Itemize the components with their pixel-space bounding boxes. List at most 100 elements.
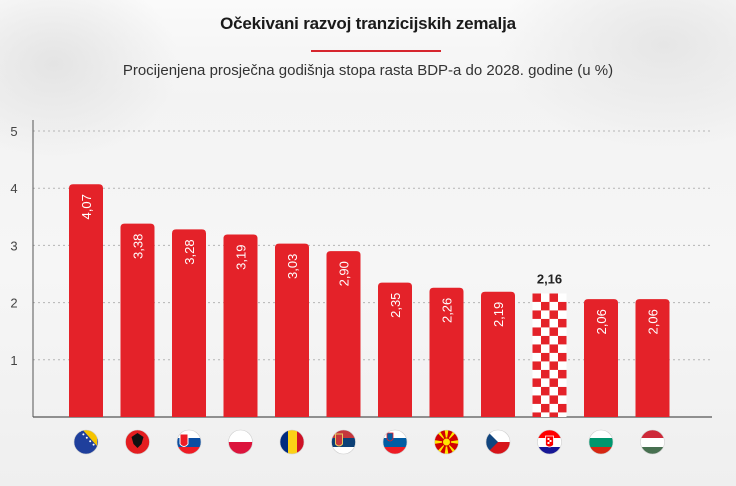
bar-value-label: 2,19: [491, 302, 506, 327]
checker-square: [541, 395, 550, 404]
flag-serbia-icon: [331, 429, 356, 455]
title-underline: [311, 50, 441, 52]
checker-square: [549, 352, 558, 362]
bar-value-label: 2,06: [646, 309, 661, 334]
checker-square: [532, 344, 541, 353]
bar: [223, 234, 258, 417]
bar: [635, 299, 670, 417]
checker-square: [549, 361, 558, 370]
bar: [172, 229, 206, 417]
checker-square: [532, 412, 541, 417]
checker-square: [532, 369, 541, 379]
flag-albania-icon: [125, 429, 150, 455]
bar-value-label: 2,16: [537, 271, 562, 286]
flag-croatia-icon: [537, 429, 562, 455]
checker-square: [541, 369, 550, 379]
bar: [378, 282, 412, 417]
bar-value-label: 2,06: [594, 309, 609, 334]
checker-square: [549, 310, 558, 319]
checker-square: [558, 352, 567, 362]
background-shade-right: [496, 0, 736, 150]
checker-square: [558, 395, 567, 404]
checker-square: [541, 344, 550, 353]
bar: [69, 184, 103, 417]
bar: [584, 299, 618, 417]
checker-square: [532, 310, 541, 319]
bar: [275, 243, 309, 417]
flag-czechia-icon: [485, 429, 511, 455]
checker-square: [532, 378, 541, 387]
y-tick-label: 1: [10, 353, 17, 368]
checker-square: [541, 378, 550, 387]
checker-square: [532, 352, 541, 362]
checker-square: [549, 344, 558, 353]
checker-square: [549, 386, 558, 396]
bar: [481, 291, 515, 417]
chart-title: Očekivani razvoj tranzicijskih zemalja: [220, 14, 516, 33]
bar-value-label: 4,07: [79, 194, 94, 219]
checker-square: [541, 293, 550, 302]
checker-square: [541, 318, 550, 328]
bar-value-label: 3,38: [131, 234, 146, 259]
checker-square: [558, 403, 567, 413]
bar-highlight: [532, 293, 567, 430]
checker-square: [558, 310, 567, 319]
checker-square: [532, 335, 541, 345]
bar-value-label: 2,26: [440, 298, 455, 323]
checker-square: [541, 403, 550, 413]
checker-square: [541, 301, 550, 311]
checker-square: [558, 412, 567, 417]
checker-square: [558, 293, 567, 302]
flag-bosnia-icon: [73, 429, 99, 455]
chart-subtitle: Procijenjena prosječna godišnja stopa ra…: [122, 62, 614, 79]
bar-value-label: 2,35: [388, 293, 403, 318]
bar: [326, 251, 361, 417]
checker-square: [532, 293, 541, 302]
y-tick-label: 2: [10, 296, 17, 311]
checker-square: [541, 386, 550, 396]
checker-square: [533, 421, 542, 430]
flag-north-macedonia-icon: [434, 429, 459, 455]
checker-square: [549, 369, 558, 379]
checker-square: [550, 421, 559, 430]
flag-slovakia-icon: [176, 429, 202, 455]
checker-square: [532, 386, 541, 396]
checker-square: [558, 301, 567, 311]
checker-square: [541, 412, 550, 417]
checker-square: [549, 335, 558, 345]
checker-square: [549, 412, 558, 417]
checker-square: [558, 361, 567, 370]
checker-square: [549, 378, 558, 387]
bar-value-label: 3,19: [234, 245, 249, 270]
flag-poland-icon: [228, 429, 253, 455]
checker-square: [532, 327, 541, 336]
checker-square: [541, 352, 550, 362]
background-shade-left: [0, 0, 180, 160]
y-tick-label: 4: [10, 181, 17, 196]
checker-square: [558, 335, 567, 345]
flag-romania-icon: [279, 429, 305, 455]
checker-square: [549, 318, 558, 328]
checker-square: [558, 344, 567, 353]
checker-square: [549, 395, 558, 404]
checker-square: [549, 301, 558, 311]
checker-square: [549, 403, 558, 413]
checker-square: [558, 327, 567, 336]
checker-square: [541, 421, 550, 430]
checker-square: [558, 369, 567, 379]
flag-hungary-icon: [640, 429, 665, 455]
checker-square: [532, 403, 541, 413]
checker-square: [532, 301, 541, 311]
checker-square: [558, 386, 567, 396]
checker-square: [558, 421, 567, 430]
checker-square: [541, 310, 550, 319]
bar: [429, 287, 464, 417]
checker-square: [532, 361, 541, 370]
bar-value-label: 3,03: [285, 254, 300, 279]
flag-slovenia-icon: [382, 429, 408, 455]
checker-square: [558, 318, 567, 328]
checker-square: [532, 395, 541, 404]
bar-value-label: 3,28: [182, 239, 197, 264]
flag-bulgaria-icon: [588, 429, 614, 455]
